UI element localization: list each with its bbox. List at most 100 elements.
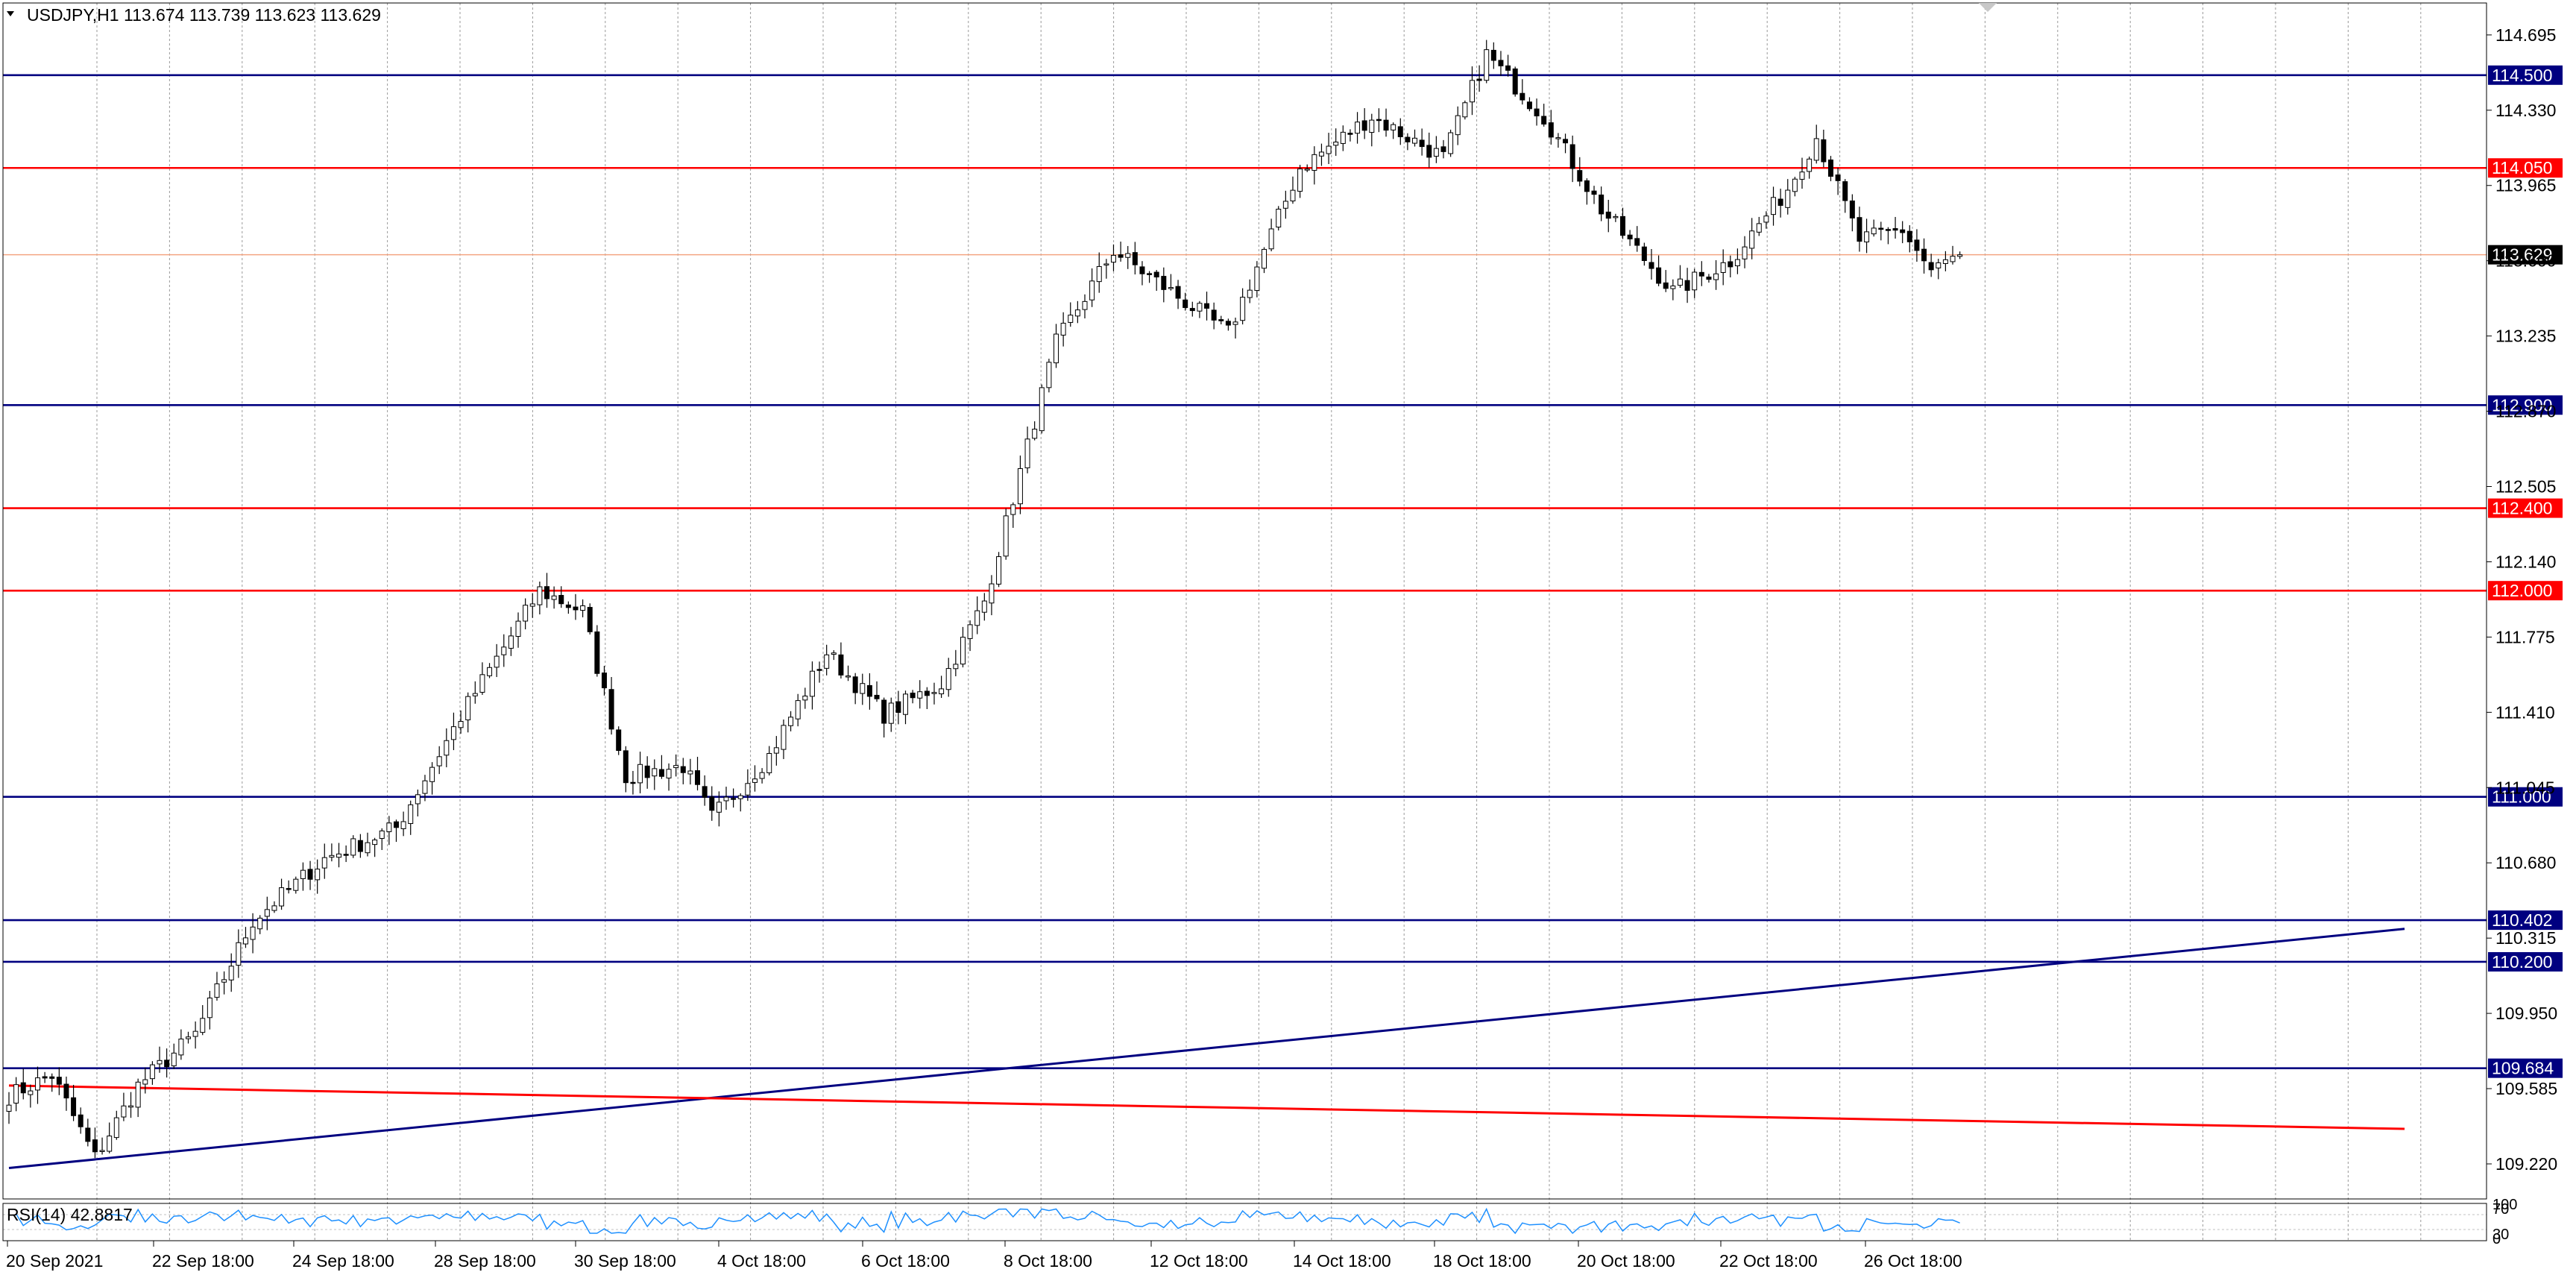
candle-body <box>1003 515 1009 557</box>
candle-body <box>1054 333 1059 364</box>
candle-body <box>1821 139 1827 163</box>
candle-body <box>350 838 356 856</box>
candle-body <box>623 750 629 784</box>
candle-body <box>888 702 894 724</box>
candle-body <box>845 676 851 678</box>
candle-body <box>1369 119 1375 133</box>
candle-body <box>1297 169 1303 192</box>
triangle-down-icon[interactable] <box>7 11 14 16</box>
candle-body <box>1161 276 1167 290</box>
candle-body <box>1771 197 1777 215</box>
candle-body <box>1361 120 1367 131</box>
candle-body <box>1448 132 1454 154</box>
candle-body <box>874 694 880 699</box>
candle-body <box>479 674 485 693</box>
candle-body <box>1555 137 1561 139</box>
level-price-badge <box>2488 395 2563 415</box>
candle-body <box>1232 321 1238 325</box>
candle-body <box>56 1077 62 1085</box>
candle-body <box>989 583 995 604</box>
candle-body <box>450 726 456 740</box>
candle-body <box>515 620 521 638</box>
candle-body <box>1742 246 1748 259</box>
price-tick-label: 113.235 <box>2495 327 2556 346</box>
price-tick-label: 112.140 <box>2495 552 2556 571</box>
candle-body <box>192 1030 198 1037</box>
candle-body <box>1591 190 1597 195</box>
candle-body <box>113 1117 119 1139</box>
candle-body <box>866 684 872 697</box>
candle-body <box>637 764 643 784</box>
candle-body <box>336 853 342 858</box>
rsi-scale-label: 100 <box>2492 1197 2517 1213</box>
symbol-label: USDJPY,H1 <box>27 5 119 25</box>
level-price-badge <box>2488 787 2563 807</box>
price-tick-label: 111.775 <box>2495 627 2555 646</box>
candle-body <box>680 766 686 773</box>
candle-body <box>1017 468 1023 505</box>
candle-body <box>881 699 887 724</box>
candle-body <box>436 756 442 766</box>
time-tick-label: 22 Oct 18:00 <box>1719 1251 1818 1271</box>
candle-body <box>164 1060 170 1068</box>
candle-body <box>1024 438 1030 468</box>
candle-body <box>1010 504 1016 515</box>
candle-body <box>1419 139 1425 148</box>
candle-body <box>1240 297 1246 321</box>
candle-body <box>752 778 758 783</box>
candle-body <box>1857 217 1862 242</box>
candle-body <box>107 1136 113 1152</box>
candle-body <box>695 770 701 785</box>
price-tick-label: 113.600 <box>2495 251 2556 271</box>
candle-body <box>1060 322 1066 336</box>
time-tick-label: 4 Oct 18:00 <box>717 1251 806 1271</box>
candle-body <box>809 670 815 697</box>
candle-body <box>1849 200 1855 218</box>
time-tick-label: 28 Sep 18:00 <box>434 1251 536 1271</box>
candle-body <box>293 878 299 891</box>
candle-body <box>315 869 321 881</box>
candle-body <box>386 822 392 832</box>
candle-body <box>372 840 378 846</box>
candle-body <box>608 689 614 730</box>
candle-body <box>587 607 593 632</box>
candle-body <box>1548 122 1554 138</box>
candle-body <box>1254 266 1260 292</box>
price-tick-label: 112.505 <box>2495 477 2556 497</box>
candle-body <box>1089 280 1095 300</box>
candle-body <box>1605 211 1611 219</box>
price-tick-label: 110.315 <box>2495 928 2556 948</box>
level-price-label: 109.684 <box>2492 1059 2554 1078</box>
candle-body <box>824 654 830 669</box>
candle-body <box>1648 262 1654 269</box>
time-tick-label: 30 Sep 18:00 <box>574 1251 676 1271</box>
candle-body <box>63 1083 69 1099</box>
candle-body <box>1096 265 1102 283</box>
price-tick-label: 109.220 <box>2495 1154 2557 1174</box>
level-price-badge <box>2488 910 2563 931</box>
candle-body <box>565 604 571 608</box>
candle-body <box>1262 248 1267 269</box>
candle-body <box>1276 209 1282 228</box>
candle-body <box>1355 122 1361 134</box>
candle-body <box>307 869 313 880</box>
chart-shift-marker-icon[interactable] <box>1979 3 1997 12</box>
time-tick-label: 18 Oct 18:00 <box>1433 1251 1531 1271</box>
candle-body <box>264 909 270 917</box>
candle-body <box>838 654 844 676</box>
candle-body <box>1118 254 1124 258</box>
main-plot-frame <box>2 2 2487 1200</box>
trend-line[interactable] <box>8 928 2405 1170</box>
candle-body <box>723 796 729 802</box>
candle-body <box>214 983 220 998</box>
trend-line[interactable] <box>8 1084 2405 1130</box>
candle-body <box>773 747 779 754</box>
candle-body <box>1103 263 1109 265</box>
candle-body <box>1182 299 1188 309</box>
candle-body <box>71 1097 77 1116</box>
candle-body <box>99 1150 105 1152</box>
candle-body <box>1749 230 1755 249</box>
candle-body <box>286 888 292 890</box>
candle-body <box>1520 92 1525 101</box>
